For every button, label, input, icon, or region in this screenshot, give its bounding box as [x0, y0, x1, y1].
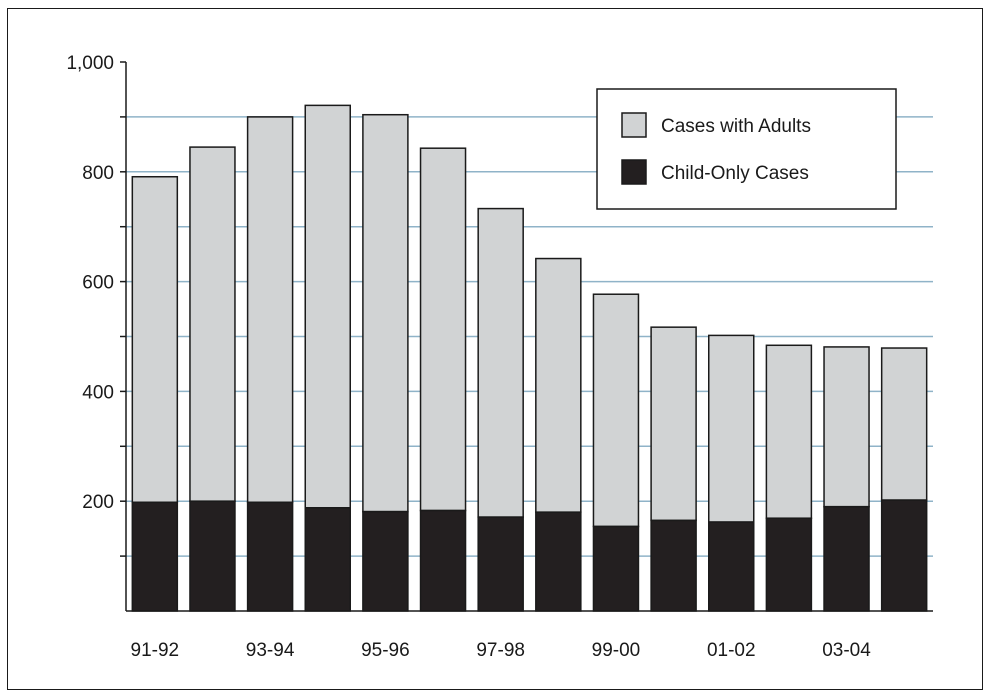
bar-cases-with-adults	[477, 207, 524, 518]
legend: Cases with Adults Child-Only Cases	[596, 88, 897, 210]
bar-child-only-cases	[650, 519, 697, 612]
bar-child-only-cases	[823, 505, 870, 612]
bar-child-only-cases	[592, 525, 640, 612]
y-tick-label: 800	[82, 163, 114, 184]
legend-label: Cases with Adults	[661, 116, 811, 137]
x-axis-ticks: 91-92 93-94 95-96 97-98 99-00 01-02 03-04	[131, 640, 872, 661]
bar-cases-with-adults	[362, 113, 409, 513]
bar-cases-with-adults	[765, 344, 813, 519]
bars	[131, 104, 928, 612]
x-tick-label: 97-98	[476, 640, 525, 661]
bar-cases-with-adults	[880, 347, 928, 501]
x-tick-label: 91-92	[131, 640, 180, 661]
x-tick-label: 99-00	[592, 640, 641, 661]
x-tick-label: 03-04	[822, 640, 871, 661]
y-tick-label: 200	[82, 492, 114, 513]
bar-child-only-cases	[477, 516, 524, 612]
bar-child-only-cases	[765, 517, 813, 612]
bar-cases-with-adults	[592, 293, 640, 528]
bar-cases-with-adults	[708, 334, 755, 523]
bar-child-only-cases	[535, 511, 582, 612]
legend-swatch	[621, 112, 647, 138]
legend-swatch	[621, 159, 647, 185]
bar-child-only-cases	[304, 507, 351, 612]
bar-cases-with-adults	[535, 257, 582, 513]
y-tick-label: 400	[82, 382, 114, 403]
legend-box	[596, 88, 897, 210]
bar-child-only-cases	[246, 501, 294, 612]
bar-cases-with-adults	[189, 146, 236, 502]
bar-cases-with-adults	[131, 175, 179, 504]
y-tick-label: 1,000	[66, 53, 114, 74]
bar-cases-with-adults	[419, 147, 467, 512]
bar-child-only-cases	[189, 500, 236, 612]
bar-cases-with-adults	[246, 116, 294, 504]
y-axis-ticks: 200 400 600 800 1,000	[66, 53, 126, 557]
x-tick-label: 93-94	[246, 640, 295, 661]
legend-label: Child-Only Cases	[661, 163, 809, 184]
x-tick-label: 01-02	[707, 640, 756, 661]
bar-child-only-cases	[880, 499, 928, 612]
bar-cases-with-adults	[304, 104, 351, 509]
bar-child-only-cases	[708, 521, 755, 612]
x-tick-label: 95-96	[361, 640, 410, 661]
bar-cases-with-adults	[650, 326, 697, 522]
bar-cases-with-adults	[823, 346, 870, 508]
bar-child-only-cases	[362, 510, 409, 612]
bar-child-only-cases	[419, 509, 467, 612]
y-tick-label: 600	[82, 273, 114, 294]
bar-child-only-cases	[131, 501, 179, 612]
